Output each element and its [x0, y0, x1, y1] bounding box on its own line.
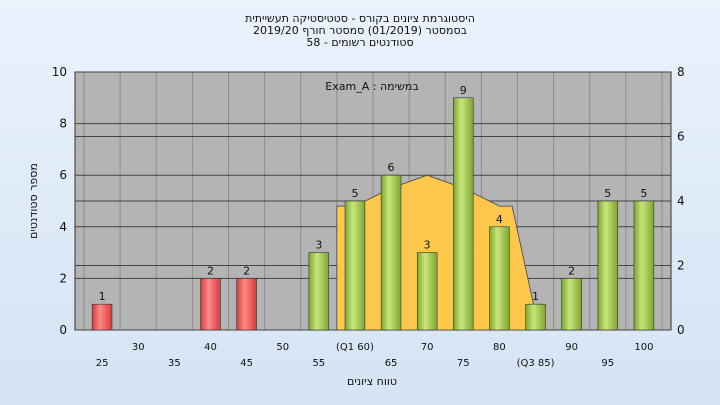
x-tick-label: 95: [601, 358, 614, 369]
bar: [633, 200, 655, 331]
x-tick-label: 35: [168, 358, 181, 369]
bar: [91, 303, 113, 331]
x-tick-label: 55: [312, 358, 325, 369]
data-label: 5: [604, 187, 611, 200]
bar: [416, 252, 438, 331]
x-tick-label: 80: [493, 342, 506, 353]
x-tick-label: (Q3 85): [517, 358, 555, 369]
y-tick-label: 8: [59, 117, 67, 131]
y-tick-label: 4: [59, 220, 67, 234]
y2-tick-label: 4: [677, 194, 685, 208]
data-label: 2: [243, 264, 250, 277]
x-tick-label: 25: [96, 358, 109, 369]
y2-tick-label: 6: [677, 130, 685, 144]
data-label: 1: [532, 290, 539, 303]
bar: [380, 174, 402, 331]
bar-series: [91, 97, 655, 331]
bar: [561, 278, 582, 331]
y-tick-label: 0: [59, 323, 67, 337]
data-labels: 1 2 2 3 5 6 3 9 4 1 2 5 5: [99, 84, 648, 303]
data-label: 5: [351, 187, 358, 200]
bar: [344, 200, 366, 331]
bar: [236, 278, 257, 331]
x-tick-label: 45: [240, 358, 253, 369]
x-tick-label: 50: [276, 342, 289, 353]
data-label: 1: [99, 290, 106, 303]
data-label: 3: [424, 239, 431, 252]
data-label: 2: [568, 264, 575, 277]
x-tick-label: (Q1 60): [336, 342, 374, 353]
x-tick-label: 90: [565, 342, 578, 353]
data-label: 6: [388, 161, 395, 174]
data-label: 3: [315, 239, 322, 252]
x-tick-label: 40: [204, 342, 217, 353]
x-tick-label: 65: [385, 358, 398, 369]
data-label: 4: [496, 213, 503, 226]
data-label: 2: [207, 264, 214, 277]
bar: [489, 226, 510, 331]
y-tick-label: 2: [59, 271, 67, 285]
bar: [200, 278, 221, 331]
chart-title-line-2: בסמסטר (01/2019) סמסטר חורף 2019/20: [253, 24, 467, 37]
x-tick-label: 75: [457, 358, 470, 369]
y-tick-label: 6: [59, 168, 67, 182]
x-axis-label: טווח ציונים: [347, 375, 397, 388]
chart-title-line-1: היסטוגרמת ציונים בקורס - סטטיסטיקה תעשיי…: [245, 12, 475, 25]
x-tick-label: 30: [132, 342, 145, 353]
y2-tick-label: 0: [677, 323, 685, 337]
data-label: 9: [460, 84, 467, 97]
y2-tick-label: 8: [677, 65, 685, 79]
y-axis-label: מספר סטודנטים: [27, 163, 40, 239]
bar: [525, 303, 546, 331]
bar: [597, 200, 619, 331]
y-tick-label: 10: [52, 65, 67, 79]
y2-tick-label: 2: [677, 259, 685, 273]
chart-annotation: במשימה : Exam_A: [325, 80, 418, 93]
x-tick-label: 100: [634, 342, 653, 353]
x-tick-label: 70: [421, 342, 434, 353]
bar: [453, 97, 474, 331]
x-axis-ticks: 30 40 50 (Q1 60) 70 80 90 100 25 35 45 55 65 75 (Q3 85…: [96, 342, 654, 369]
y-axis-ticks: 0 2 4 6 8 10: [52, 65, 67, 337]
y2-axis-ticks: 0 2 4 6 8: [677, 65, 685, 337]
data-label: 5: [640, 187, 647, 200]
bar: [308, 252, 330, 331]
chart-title-line-3: 58 - סטודנטים רשומים: [306, 36, 414, 49]
